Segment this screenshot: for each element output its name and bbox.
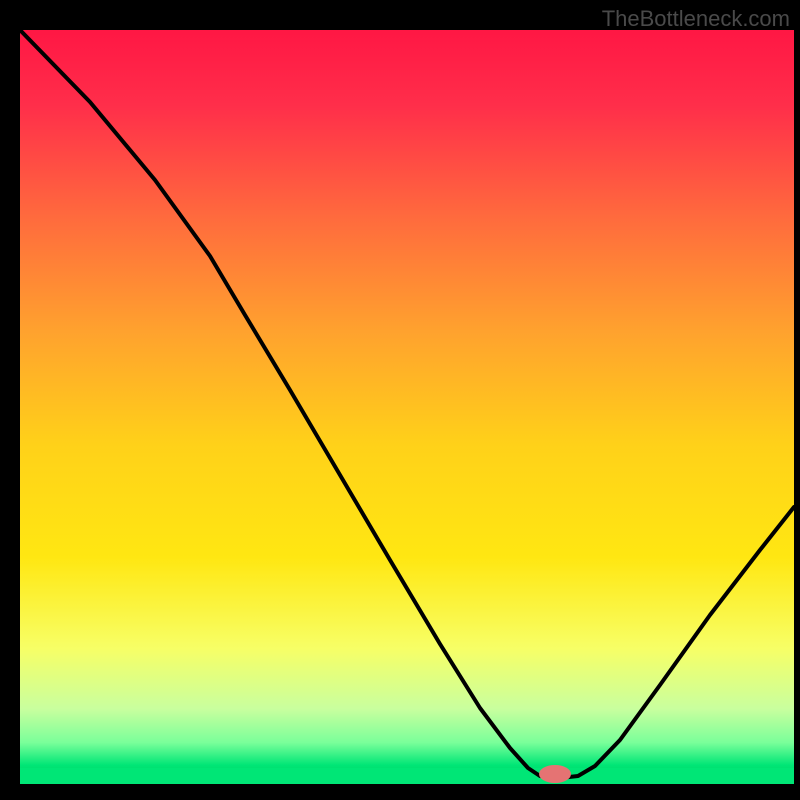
bottleneck-chart xyxy=(20,30,794,784)
gradient-background xyxy=(20,30,794,784)
green-baseline-bar xyxy=(20,768,794,784)
chart-container xyxy=(20,30,794,784)
watermark-label: TheBottleneck.com xyxy=(602,6,790,32)
optimal-marker xyxy=(539,765,571,783)
